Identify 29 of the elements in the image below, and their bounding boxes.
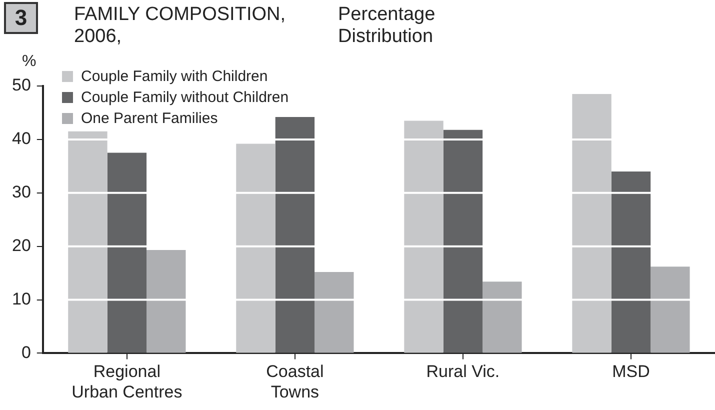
bar [482,282,522,353]
legend-label: Couple Family without Children [81,88,289,108]
x-tick-label: Rural Vic. [426,362,500,382]
chart-title: FAMILY COMPOSITION, 2006, [74,4,286,48]
bar [314,272,354,353]
y-tick-label: 10 [12,289,31,308]
y-tick-label: 40 [12,129,31,148]
bar [443,130,483,353]
bar [236,144,276,353]
bar [68,131,108,353]
text: 3 [4,2,38,34]
bar [572,94,612,353]
y-tick-label: 50 [12,76,31,95]
x-tick-label: MSD [612,362,650,382]
bar [275,116,315,353]
bar [107,152,147,353]
y-axis-title: % [22,53,36,71]
legend-label: Couple Family with Children [81,67,268,87]
y-tick-label: 20 [12,236,31,256]
y-tick-label: 30 [12,182,31,202]
bar [650,266,690,353]
chart-subtitle: Percentage Distribution [338,4,436,48]
x-tick-label: Coastal Towns [266,362,324,402]
legend-label: One Parent Families [81,109,218,129]
bar [404,120,444,353]
y-tick-label: 0 [21,342,31,362]
bar [146,250,186,353]
x-tick-label: Regional Urban Centres [72,362,182,402]
bar [611,172,651,353]
